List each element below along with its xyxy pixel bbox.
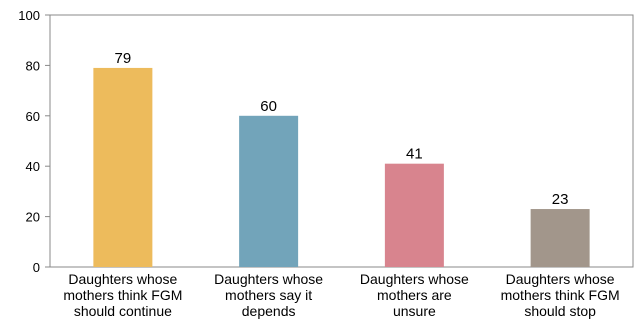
bar xyxy=(384,163,444,267)
data-label: 60 xyxy=(260,98,277,115)
x-category-label: should continue xyxy=(74,303,172,319)
x-category-label: mothers think FGM xyxy=(63,287,182,303)
x-category-label: Daughters whose xyxy=(360,271,469,287)
data-label: 79 xyxy=(115,50,132,67)
x-category-label: depends xyxy=(242,303,296,319)
x-category-label: Daughters whose xyxy=(214,271,323,287)
x-category-label: mothers think FGM xyxy=(501,287,620,303)
x-category-label: Daughters whose xyxy=(68,271,177,287)
y-tick-label: 100 xyxy=(18,8,40,23)
y-tick-label: 40 xyxy=(26,159,40,174)
plot-frame xyxy=(49,14,634,268)
y-tick-label: 60 xyxy=(26,109,40,124)
data-label: 41 xyxy=(406,146,423,163)
x-category-label: should stop xyxy=(524,303,596,319)
bar xyxy=(530,209,590,267)
x-category-label: unsure xyxy=(393,303,436,319)
x-category-label: mothers are xyxy=(377,287,452,303)
bar xyxy=(93,67,153,267)
data-label: 23 xyxy=(552,191,569,208)
y-tick-label: 20 xyxy=(26,210,40,225)
bar xyxy=(239,115,299,267)
x-category-label: mothers say it xyxy=(225,287,312,303)
y-tick-label: 0 xyxy=(33,260,40,275)
x-category-label: Daughters whose xyxy=(506,271,615,287)
y-tick-label: 80 xyxy=(26,58,40,73)
